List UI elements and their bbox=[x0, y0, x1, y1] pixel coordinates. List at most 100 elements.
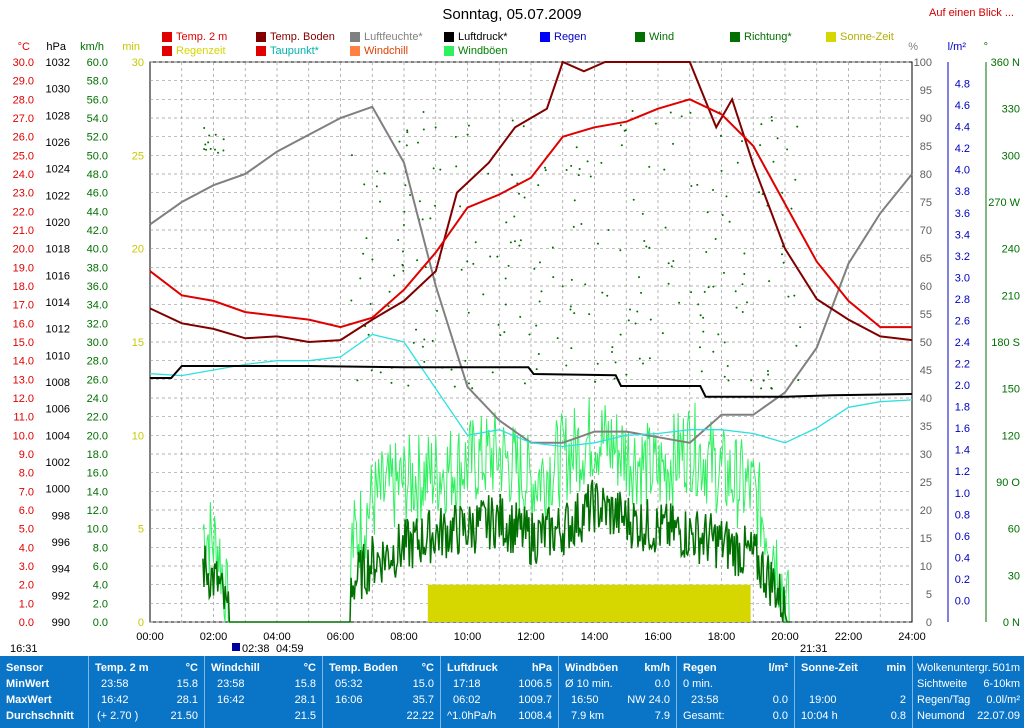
kmh-tick: 38.0 bbox=[87, 262, 108, 274]
legend-item: Windchill bbox=[350, 45, 408, 57]
direction-dot bbox=[422, 128, 425, 131]
direction-dot bbox=[606, 294, 609, 297]
legend-item: Luftdruck* bbox=[444, 31, 508, 43]
boden-unit: °C bbox=[421, 662, 434, 674]
direction-dot bbox=[723, 375, 726, 378]
dir-tick: 90 O bbox=[996, 477, 1020, 489]
overview-link[interactable]: Auf einen Blick ... bbox=[929, 7, 1014, 19]
hpa-tick: 1028 bbox=[46, 110, 70, 122]
temp-tick: 3.0 bbox=[19, 561, 34, 573]
legend-label: Richtung* bbox=[744, 31, 792, 43]
direction-dot bbox=[588, 313, 591, 316]
hpa-tick: 1008 bbox=[46, 377, 70, 389]
legend-swatch bbox=[162, 46, 172, 56]
row-label-min: MinWert bbox=[6, 678, 50, 690]
direction-dot bbox=[565, 364, 568, 367]
direction-dot bbox=[741, 140, 744, 143]
direction-dot bbox=[421, 345, 424, 348]
direction-dot bbox=[578, 168, 581, 171]
direction-dot bbox=[511, 119, 514, 122]
druck-min-value: 1006.5 bbox=[518, 678, 552, 690]
boden-header: Temp. Boden bbox=[329, 662, 398, 674]
sonne-unit: min bbox=[886, 662, 906, 674]
legend-swatch bbox=[350, 32, 360, 42]
boden-min-value: 15.0 bbox=[412, 678, 434, 690]
direction-dot bbox=[402, 264, 405, 267]
direction-dot bbox=[760, 123, 763, 126]
time-tick: 00:00 bbox=[136, 631, 164, 643]
direction-dot bbox=[467, 311, 470, 314]
direction-dot bbox=[407, 384, 410, 387]
direction-dot bbox=[717, 333, 720, 336]
kmh-tick: 44.0 bbox=[87, 206, 108, 218]
direction-dot bbox=[672, 142, 675, 145]
direction-dot bbox=[699, 314, 702, 317]
rain-tick: 2.0 bbox=[955, 380, 970, 392]
direction-dot bbox=[464, 359, 467, 362]
direction-dot bbox=[649, 318, 652, 321]
direction-dot bbox=[513, 215, 516, 218]
legend-item: Regen bbox=[540, 31, 586, 43]
direction-dot bbox=[690, 184, 693, 187]
rain-tick: 0.2 bbox=[955, 574, 970, 586]
legend-swatch bbox=[162, 32, 172, 42]
direction-dot bbox=[780, 253, 783, 256]
regen-duration: 0 min. bbox=[683, 678, 713, 690]
direction-dot bbox=[537, 353, 540, 356]
direction-dot bbox=[404, 184, 407, 187]
kmh-tick: 36.0 bbox=[87, 281, 108, 293]
direction-dot bbox=[523, 382, 526, 385]
direction-dot bbox=[350, 154, 353, 157]
direction-dot bbox=[466, 133, 469, 136]
hpa-axis-unit: hPa bbox=[46, 41, 66, 53]
direction-dot bbox=[702, 316, 705, 319]
marker-time-1: 02:38 bbox=[242, 643, 270, 655]
druck-header: Luftdruck bbox=[447, 662, 498, 674]
direction-dot bbox=[614, 361, 617, 364]
stats-extra-col: Wolkenuntergr. 501m Sichtweite 6-10km Re… bbox=[913, 656, 1024, 728]
kmh-tick: 60.0 bbox=[87, 57, 108, 69]
direction-dot bbox=[412, 341, 415, 344]
direction-dot bbox=[387, 305, 390, 308]
kmh-tick: 20.0 bbox=[87, 430, 108, 442]
min-tick: 5 bbox=[138, 524, 144, 536]
direction-dot bbox=[472, 262, 475, 265]
direction-dot bbox=[513, 240, 516, 243]
rain-tick: 0.8 bbox=[955, 509, 970, 521]
direction-dot bbox=[722, 271, 725, 274]
pct-tick: 85 bbox=[920, 141, 932, 153]
legend-swatch bbox=[444, 46, 454, 56]
direction-dot bbox=[497, 323, 500, 326]
direction-dot bbox=[735, 306, 738, 309]
dir-axis-unit: ° bbox=[984, 41, 988, 53]
chart-title: Sonntag, 05.07.2009 bbox=[442, 6, 582, 23]
legend-label: Temp. 2 m bbox=[176, 31, 228, 43]
direction-dot bbox=[669, 111, 672, 114]
direction-dot bbox=[794, 178, 797, 181]
direction-dot bbox=[406, 129, 409, 132]
legend-item: Temp. 2 m bbox=[162, 31, 227, 43]
min-tick: 20 bbox=[132, 244, 144, 256]
pct-tick: 40 bbox=[920, 393, 932, 405]
direction-dot bbox=[570, 164, 573, 167]
direction-dot bbox=[415, 328, 418, 331]
legend-swatch bbox=[350, 46, 360, 56]
direction-dot bbox=[596, 242, 599, 245]
direction-dot bbox=[641, 212, 644, 215]
dir-tick: 60 bbox=[1008, 524, 1020, 536]
rain-tick: 2.6 bbox=[955, 315, 970, 327]
pct-tick: 15 bbox=[920, 533, 932, 545]
kmh-tick: 2.0 bbox=[93, 598, 108, 610]
time-tick: 10:00 bbox=[454, 631, 482, 643]
direction-dot bbox=[371, 258, 374, 261]
visibility-label: Sichtweite bbox=[917, 678, 968, 690]
chill-max-time: 16:42 bbox=[217, 694, 245, 706]
kmh-tick: 56.0 bbox=[87, 94, 108, 106]
direction-dot bbox=[203, 148, 206, 151]
hpa-tick: 992 bbox=[52, 590, 70, 602]
kmh-tick: 22.0 bbox=[87, 412, 108, 424]
hpa-tick: 1016 bbox=[46, 270, 70, 282]
direction-dot bbox=[533, 267, 536, 270]
direction-dot bbox=[643, 240, 646, 243]
direction-dot bbox=[678, 301, 681, 304]
